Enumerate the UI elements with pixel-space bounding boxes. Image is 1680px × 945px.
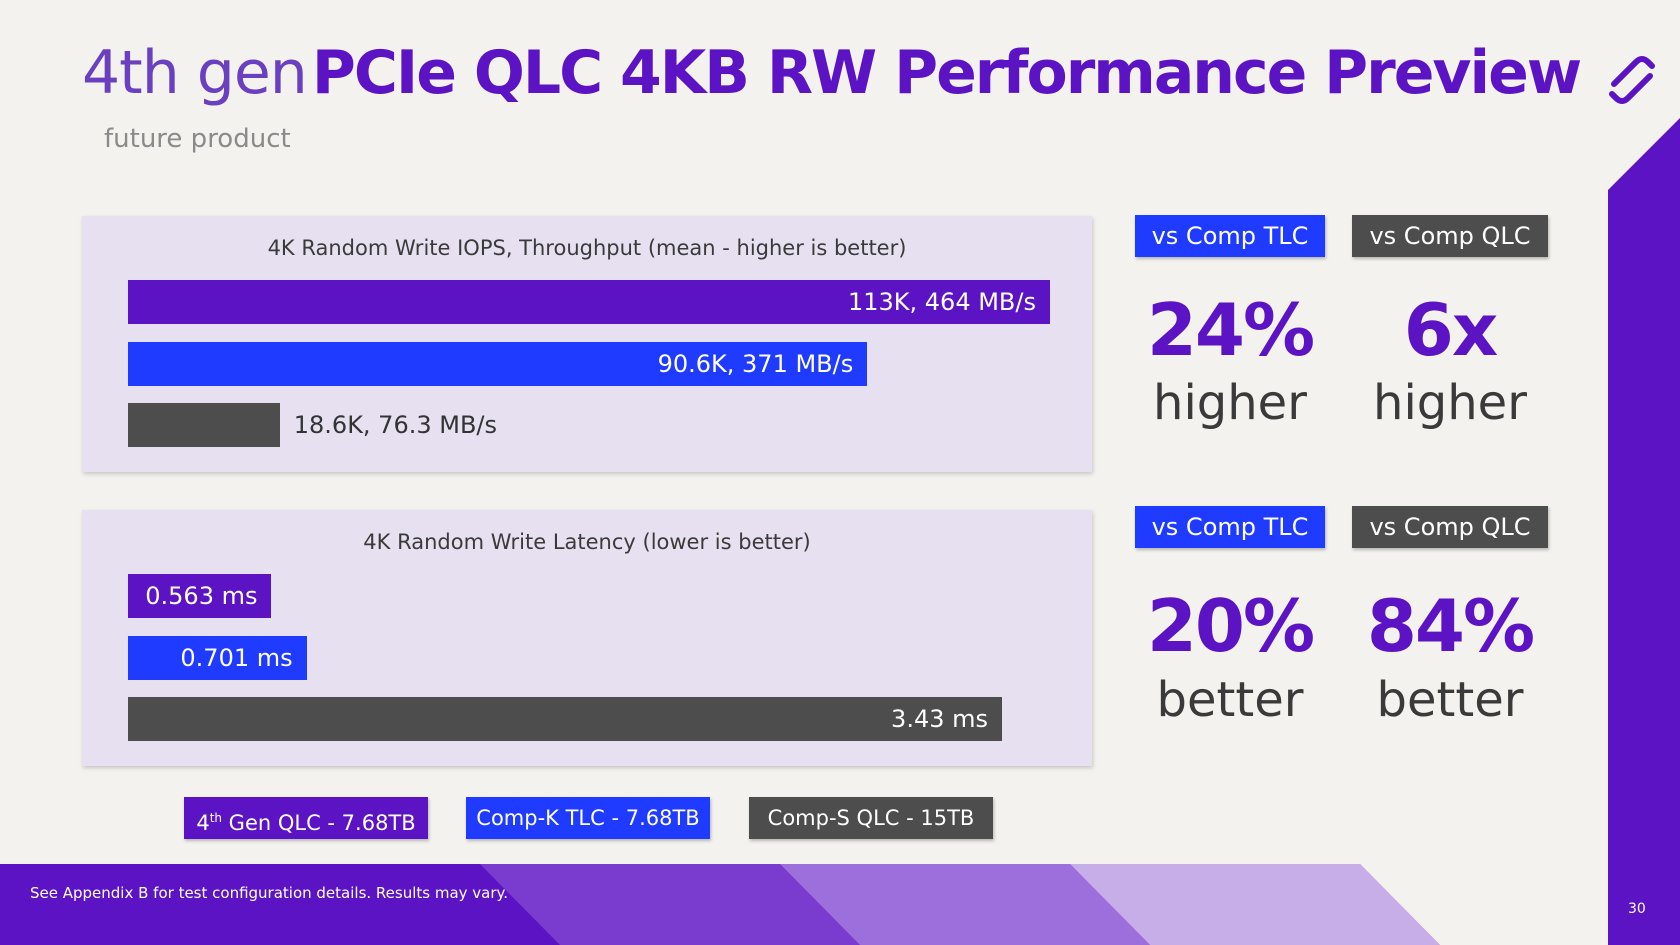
iops-qlc-word: higher: [1373, 375, 1527, 431]
iops-bar-comp-s-qlc: [128, 403, 280, 447]
latency-bar-comp-k-tlc: [128, 636, 307, 680]
latency-tlc-word: better: [1156, 672, 1304, 728]
page-subtitle: future product: [104, 124, 291, 154]
latency-tlc-value: 20%: [1146, 584, 1315, 668]
legend-qlc-base: 4: [196, 811, 210, 835]
legend-qlc-sup: th: [209, 811, 222, 825]
latency-bar-4th-gen-qlc: [128, 574, 272, 618]
iops-bar-4th-gen-qlc: [128, 280, 1050, 324]
legend-item-comp-s-qlc: Comp-S QLC - 15TB: [749, 797, 993, 839]
vs-comp-qlc-tag: vs Comp QLC: [1352, 506, 1548, 548]
title-light: 4th gen: [82, 38, 308, 108]
iops-tlc-value: 24%: [1146, 288, 1315, 372]
latency-qlc-value: 84%: [1366, 584, 1535, 668]
iops-data-label-comp-k-tlc: 90.6K, 371 MB/s: [657, 350, 854, 378]
iops-chart-panel: 4K Random Write IOPS, Throughput (mean -…: [82, 216, 1092, 472]
iops-qlc-value: 6x: [1403, 288, 1499, 372]
iops-data-label-4th-gen-qlc: 113K, 464 MB/s: [847, 288, 1036, 316]
legend-qlc-rest: Gen QLC - 7.68TB: [222, 811, 416, 835]
latency-data-label-4th-gen-qlc: 0.563 ms: [145, 582, 258, 610]
iops-data-label-comp-s-qlc: 18.6K, 76.3 MB/s: [293, 411, 498, 439]
page-title: 4th gen PCIe QLC 4KB RW Performance Prev…: [82, 38, 1582, 108]
page-number: 30: [1628, 901, 1646, 917]
brand-logo-icon: [1609, 56, 1655, 104]
latency-bar-comp-s-qlc: [128, 697, 1002, 741]
footer-band: [0, 864, 1680, 945]
footnote: See Appendix B for test configuration de…: [30, 884, 509, 902]
latency-chart-panel: 4K Random Write Latency (lower is better…: [82, 510, 1092, 766]
vs-comp-qlc-tag: vs Comp QLC: [1352, 215, 1548, 257]
iops-bar-comp-k-tlc: [128, 342, 868, 386]
iops-chart-title: 4K Random Write IOPS, Throughput (mean -…: [267, 236, 907, 260]
legend-item-comp-k-tlc: Comp-K TLC - 7.68TB: [466, 797, 710, 839]
iops-tlc-word: higher: [1153, 375, 1307, 431]
latency-data-label-comp-k-tlc: 0.701 ms: [180, 644, 293, 672]
latency-qlc-word: better: [1376, 672, 1524, 728]
title-bold: PCIe QLC 4KB RW Performance Preview: [311, 38, 1582, 108]
legend-item-4th-gen-qlc: 4th Gen QLC - 7.68TB: [184, 797, 428, 839]
latency-chart-title: 4K Random Write Latency (lower is better…: [363, 530, 811, 554]
vs-comp-tlc-tag: vs Comp TLC: [1135, 215, 1325, 257]
vs-comp-tlc-tag: vs Comp TLC: [1135, 506, 1325, 548]
latency-data-label-comp-s-qlc: 3.43 ms: [891, 705, 988, 733]
